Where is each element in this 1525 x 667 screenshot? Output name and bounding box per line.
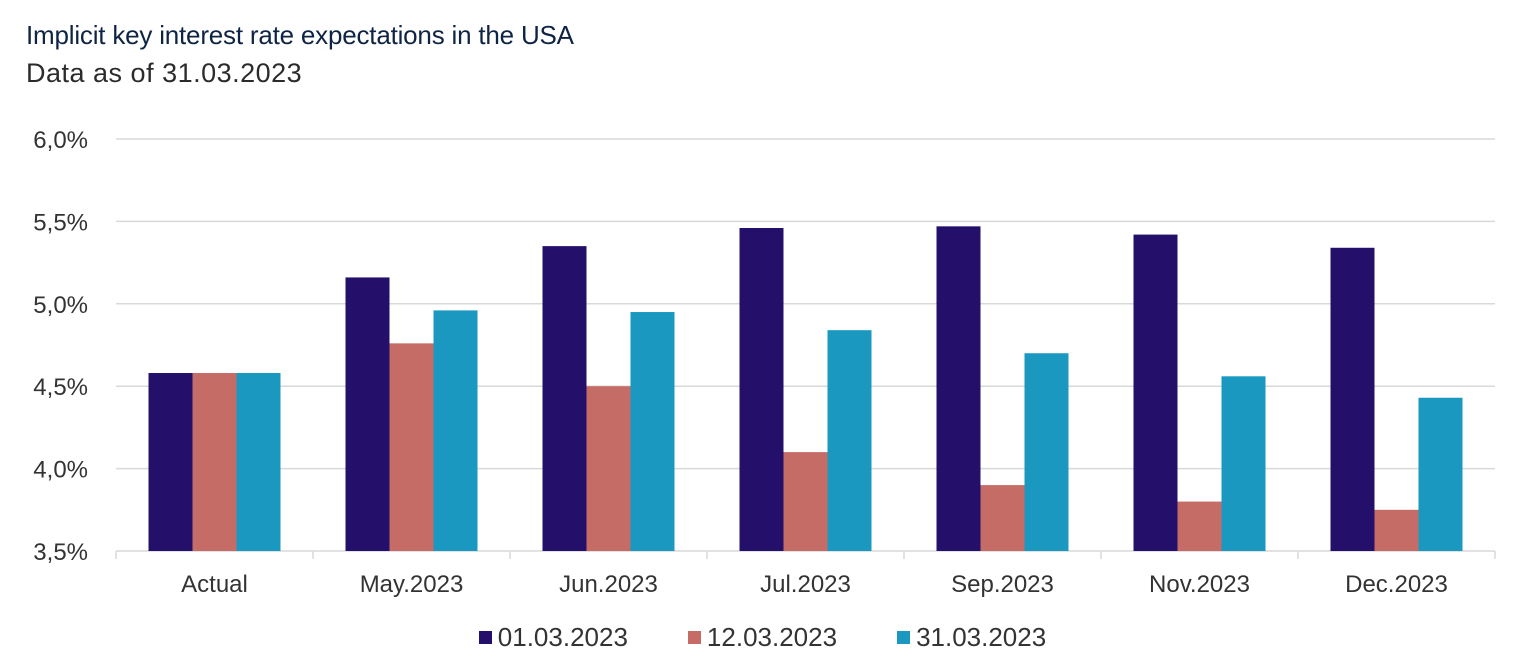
bar-31-03-2023 bbox=[433, 310, 478, 551]
legend-swatch bbox=[897, 631, 911, 644]
y-tick-label: 4,0% bbox=[33, 457, 88, 484]
x-tick-label: Sep.2023 bbox=[951, 571, 1054, 598]
legend-label: 01.03.2023 bbox=[497, 622, 628, 652]
bar-01-03-2023 bbox=[936, 226, 981, 551]
bar-31-03-2023 bbox=[1024, 353, 1069, 551]
y-tick-label: 5,5% bbox=[33, 209, 88, 236]
bar-31-03-2023 bbox=[1221, 376, 1266, 551]
legend-swatch bbox=[687, 631, 701, 644]
legend-item: 31.03.2023 bbox=[897, 622, 1046, 653]
legend-label: 12.03.2023 bbox=[706, 622, 838, 652]
bar-01-03-2023 bbox=[345, 277, 390, 551]
bar-31-03-2023 bbox=[1418, 397, 1463, 551]
bar-31-03-2023 bbox=[827, 330, 872, 551]
legend-item: 01.03.2023 bbox=[478, 622, 628, 653]
bar-01-03-2023 bbox=[1133, 234, 1178, 552]
x-tick-label: Jun.2023 bbox=[559, 571, 658, 598]
y-tick-label: 4,5% bbox=[33, 374, 88, 401]
bar-01-03-2023 bbox=[542, 246, 587, 551]
legend: 01.03.2023 12.03.2023 31.03.2023 bbox=[0, 622, 1525, 653]
bar-12-03-2023 bbox=[1177, 501, 1222, 551]
bar-12-03-2023 bbox=[783, 452, 828, 551]
bar-12-03-2023 bbox=[980, 485, 1025, 551]
chart-subtitle: Data as of 31.03.2023 bbox=[26, 58, 303, 88]
legend-swatch bbox=[478, 631, 492, 644]
x-tick-label: Dec.2023 bbox=[1345, 571, 1448, 598]
bar-01-03-2023 bbox=[148, 373, 193, 551]
x-tick-label: Nov.2023 bbox=[1149, 571, 1250, 598]
bar-01-03-2023 bbox=[1330, 247, 1375, 551]
bar-12-03-2023 bbox=[586, 386, 631, 551]
y-tick-label: 3,5% bbox=[33, 539, 88, 566]
y-tick-label: 6,0% bbox=[33, 127, 88, 154]
bar-12-03-2023 bbox=[192, 373, 237, 551]
x-tick-label: May.2023 bbox=[360, 571, 464, 598]
legend-label: 31.03.2023 bbox=[916, 622, 1047, 652]
y-tick-label: 5,0% bbox=[33, 292, 88, 319]
x-tick-label: Jul.2023 bbox=[760, 571, 851, 598]
bar-31-03-2023 bbox=[630, 312, 675, 551]
bar-31-03-2023 bbox=[236, 373, 281, 551]
x-tick-label: Actual bbox=[181, 571, 248, 598]
bar-12-03-2023 bbox=[389, 343, 434, 551]
bar-01-03-2023 bbox=[739, 227, 784, 551]
chart-title: Implicit key interest rate expectations … bbox=[26, 20, 574, 50]
legend-item: 12.03.2023 bbox=[687, 622, 838, 653]
bar-12-03-2023 bbox=[1374, 509, 1419, 551]
